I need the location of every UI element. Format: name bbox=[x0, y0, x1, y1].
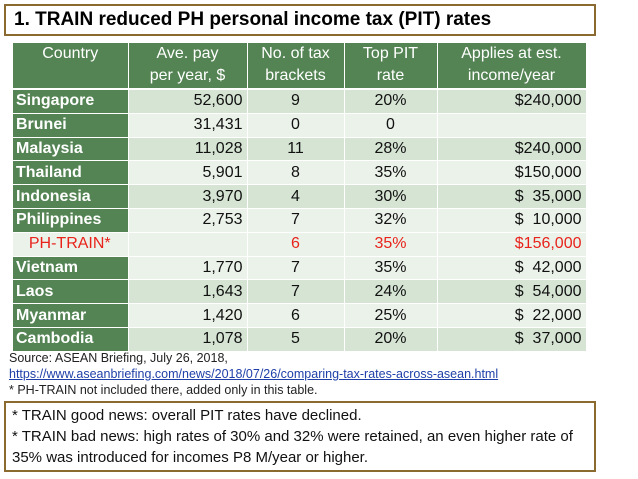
header-label-line: Top PIT bbox=[362, 45, 419, 62]
cell-top-rate: 0 bbox=[344, 113, 438, 138]
source-link[interactable]: https://www.aseanbriefing.com/news/2018/… bbox=[9, 367, 499, 381]
cell-brackets: 4 bbox=[247, 184, 345, 209]
table-row: Vietnam 1,770 7 35% $ 42,000 bbox=[13, 256, 587, 281]
cell-brackets: 6 bbox=[247, 232, 345, 257]
table-row: Thailand 5,901 8 35% $150,000 bbox=[13, 160, 587, 186]
cell-ave-pay: 1,420 bbox=[128, 303, 248, 328]
cell-country: Thailand bbox=[13, 160, 129, 186]
cell-country: Myanmar bbox=[13, 303, 129, 328]
cell-brackets: 8 bbox=[247, 160, 345, 186]
cell-applies-at: $156,000 bbox=[437, 232, 587, 257]
table-header-row: Country Ave. pay per year, $ No. of tax brac… bbox=[13, 43, 587, 90]
cell-country: PH-TRAIN* bbox=[13, 232, 129, 257]
table-row: Brunei 31,431 0 0 bbox=[13, 113, 587, 138]
cell-country: Singapore bbox=[13, 89, 129, 114]
cell-ave-pay: 52,600 bbox=[128, 89, 248, 114]
slide-title: 1. TRAIN reduced PH personal income tax … bbox=[4, 4, 596, 36]
cell-applies-at: $240,000 bbox=[437, 89, 587, 114]
header-country: Country bbox=[13, 43, 129, 90]
cell-top-rate: 24% bbox=[344, 279, 438, 305]
tax-rates-table: Country Ave. pay per year, $ No. of tax brac… bbox=[13, 43, 587, 352]
cell-applies-at bbox=[437, 113, 587, 138]
header-top-rate: Top PIT rate bbox=[344, 43, 438, 90]
cell-brackets: 7 bbox=[247, 256, 345, 281]
cell-top-rate: 20% bbox=[344, 89, 438, 114]
header-ave-pay: Ave. pay per year, $ bbox=[128, 43, 248, 90]
header-label-line: brackets bbox=[265, 67, 326, 84]
table-row: Indonesia 3,970 4 30% $ 35,000 bbox=[13, 184, 587, 209]
note-bad-news: * TRAIN bad news: high rates of 30% and … bbox=[12, 428, 573, 445]
cell-top-rate: 35% bbox=[344, 232, 438, 257]
table-row: Myanmar 1,420 6 25% $ 22,000 bbox=[13, 303, 587, 328]
table-row: Cambodia 1,078 5 20% $ 37,000 bbox=[13, 327, 587, 352]
cell-brackets: 11 bbox=[247, 137, 345, 162]
cell-country: Malaysia bbox=[13, 137, 129, 162]
cell-top-rate: 25% bbox=[344, 303, 438, 328]
cell-brackets: 7 bbox=[247, 279, 345, 305]
cell-top-rate: 32% bbox=[344, 208, 438, 233]
cell-country: Cambodia bbox=[13, 327, 129, 352]
source-footnote: * PH-TRAIN not included there, added onl… bbox=[9, 383, 318, 397]
cell-country: Philippines bbox=[13, 208, 129, 233]
cell-top-rate: 30% bbox=[344, 184, 438, 209]
cell-brackets: 6 bbox=[247, 303, 345, 328]
table-row: Laos 1,643 7 24% $ 54,000 bbox=[13, 279, 587, 305]
cell-country: Laos bbox=[13, 279, 129, 305]
table-row: Singapore 52,600 9 20% $240,000 bbox=[13, 89, 587, 114]
cell-brackets: 9 bbox=[247, 89, 345, 114]
header-tax-brackets: No. of tax brackets bbox=[247, 43, 345, 90]
cell-ave-pay: 1,078 bbox=[128, 327, 248, 352]
cell-top-rate: 20% bbox=[344, 327, 438, 352]
header-label-line: Ave. pay bbox=[156, 45, 219, 62]
cell-applies-at: $ 22,000 bbox=[437, 303, 587, 328]
table-body: Singapore 52,600 9 20% $240,000 Brunei 31,431 0… bbox=[13, 89, 587, 352]
cell-top-rate: 35% bbox=[344, 160, 438, 186]
header-label-line: per year, $ bbox=[149, 67, 226, 84]
cell-top-rate: 28% bbox=[344, 137, 438, 162]
cell-ave-pay: 2,753 bbox=[128, 208, 248, 233]
cell-ave-pay: 1,770 bbox=[128, 256, 248, 281]
cell-brackets: 7 bbox=[247, 208, 345, 233]
cell-ave-pay: 1,643 bbox=[128, 279, 248, 305]
cell-applies-at: $150,000 bbox=[437, 160, 587, 186]
cell-country: Indonesia bbox=[13, 184, 129, 209]
header-applies-at: Applies at est. income/year bbox=[437, 43, 587, 90]
header-label-line: No. of tax bbox=[261, 45, 330, 62]
note-good-news: * TRAIN good news: overall PIT rates hav… bbox=[12, 407, 362, 424]
cell-ave-pay bbox=[128, 232, 248, 257]
note-bad-news-cont: 35% was introduced for incomes P8 M/year… bbox=[12, 449, 369, 466]
cell-ave-pay: 3,970 bbox=[128, 184, 248, 209]
cell-ave-pay: 5,901 bbox=[128, 160, 248, 186]
cell-applies-at: $ 35,000 bbox=[437, 184, 587, 209]
cell-ave-pay: 11,028 bbox=[128, 137, 248, 162]
cell-country: Brunei bbox=[13, 113, 129, 138]
cell-applies-at: $ 54,000 bbox=[437, 279, 587, 305]
cell-applies-at: $ 42,000 bbox=[437, 256, 587, 281]
header-label-line: rate bbox=[376, 67, 405, 84]
slide-title-text: 1. TRAIN reduced PH personal income tax … bbox=[14, 9, 492, 30]
cell-ave-pay: 31,431 bbox=[128, 113, 248, 138]
cell-brackets: 5 bbox=[247, 327, 345, 352]
cell-applies-at: $ 10,000 bbox=[437, 208, 587, 233]
cell-brackets: 0 bbox=[247, 113, 345, 138]
header-label-line: Country bbox=[42, 45, 99, 62]
table-row: Malaysia 11,028 11 28% $240,000 bbox=[13, 137, 587, 162]
header-label-line: income/year bbox=[467, 67, 556, 84]
table-row: Philippines 2,753 7 32% $ 10,000 bbox=[13, 208, 587, 233]
notes-box: * TRAIN good news: overall PIT rates hav… bbox=[4, 401, 596, 472]
cell-country: Vietnam bbox=[13, 256, 129, 281]
cell-top-rate: 35% bbox=[344, 256, 438, 281]
table-row: PH-TRAIN* 6 35% $156,000 bbox=[13, 232, 587, 257]
source-note: Source: ASEAN Briefing, July 26, 2018, h… bbox=[9, 350, 498, 398]
source-citation: Source: ASEAN Briefing, July 26, 2018, bbox=[9, 351, 228, 365]
cell-applies-at: $240,000 bbox=[437, 137, 587, 162]
header-label-line: Applies at est. bbox=[461, 45, 562, 62]
cell-applies-at: $ 37,000 bbox=[437, 327, 587, 352]
